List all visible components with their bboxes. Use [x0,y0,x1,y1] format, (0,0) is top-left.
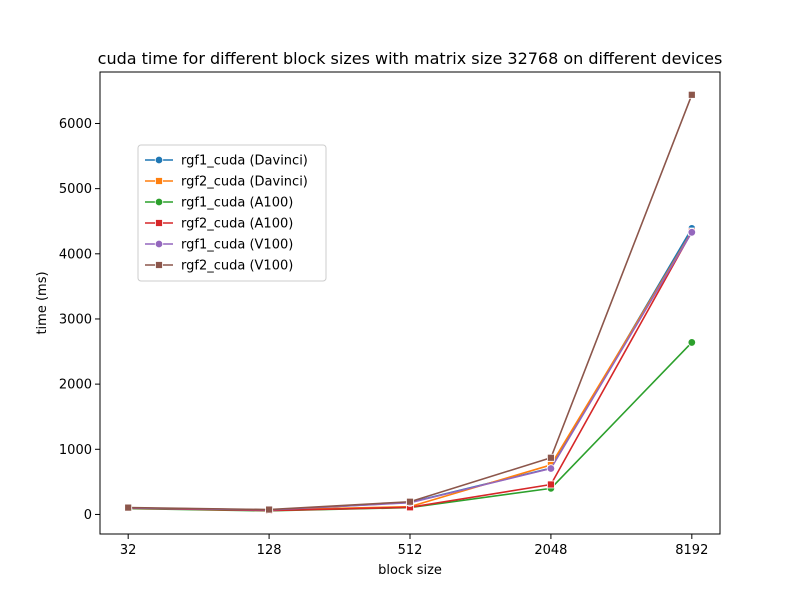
legend-swatch-marker [155,261,163,269]
legend-swatch-marker [154,197,164,207]
legend-swatch-marker [155,219,163,227]
data-point [124,503,133,512]
chart-title: cuda time for different block sizes with… [98,49,723,68]
legend-swatch-marker [154,155,164,165]
legend-label: rgf1_cuda (V100) [181,238,293,253]
x-tick-label: 2048 [534,543,567,558]
data-point [687,338,697,347]
series-line [128,341,693,512]
legend-item: rgf2_cuda (Davinci) [145,175,308,190]
series-6 [124,90,696,514]
y-tick-label: 0 [84,508,92,523]
data-point [406,497,414,506]
data-point [687,228,697,237]
legend-item: rgf1_cuda (Davinci) [145,154,308,169]
legend-item: rgf2_cuda (A100) [145,217,293,232]
x-tick-label: 128 [257,543,282,558]
legend-label: rgf1_cuda (Davinci) [181,154,308,169]
legend-item: rgf1_cuda (A100) [145,196,293,211]
y-tick-label: 6000 [59,117,92,132]
x-axis-label: block size [378,563,442,578]
plot-frame [99,71,721,535]
data-point [687,90,696,99]
legend: rgf1_cuda (Davinci) rgf2_cuda (Davinci) rg… [137,144,327,282]
x-tick-label: 8192 [675,543,708,558]
x-tick-label: 32 [120,543,137,558]
legend-swatch-marker [154,239,164,249]
data-point [265,505,273,514]
data-point [547,480,555,489]
legend-label: rgf2_cuda (V100) [181,259,293,274]
legend-box [137,144,327,282]
y-tick-label: 5000 [59,182,92,197]
x-tick-label: 512 [398,543,423,558]
legend-item: rgf2_cuda (V100) [145,259,293,274]
legend-swatch-marker [155,177,163,185]
y-axis: 0 1000 2000 3000 4000 5000 6000 [59,117,100,523]
y-tick-label: 1000 [59,443,92,458]
y-axis-label: time (ms) [35,271,50,334]
y-tick-label: 3000 [59,312,92,327]
y-tick-label: 2000 [59,378,92,393]
data-point [546,464,556,473]
y-tick-label: 4000 [59,247,92,262]
legend-label: rgf2_cuda (Davinci) [181,175,308,190]
series-layer [123,90,697,516]
legend-item: rgf1_cuda (V100) [145,238,293,253]
legend-label: rgf1_cuda (A100) [181,196,293,211]
legend-label: rgf2_cuda (A100) [181,217,293,232]
series-3 [123,338,697,516]
x-axis: 32 128 512 2048 8192 [120,534,708,558]
data-point [547,453,555,462]
